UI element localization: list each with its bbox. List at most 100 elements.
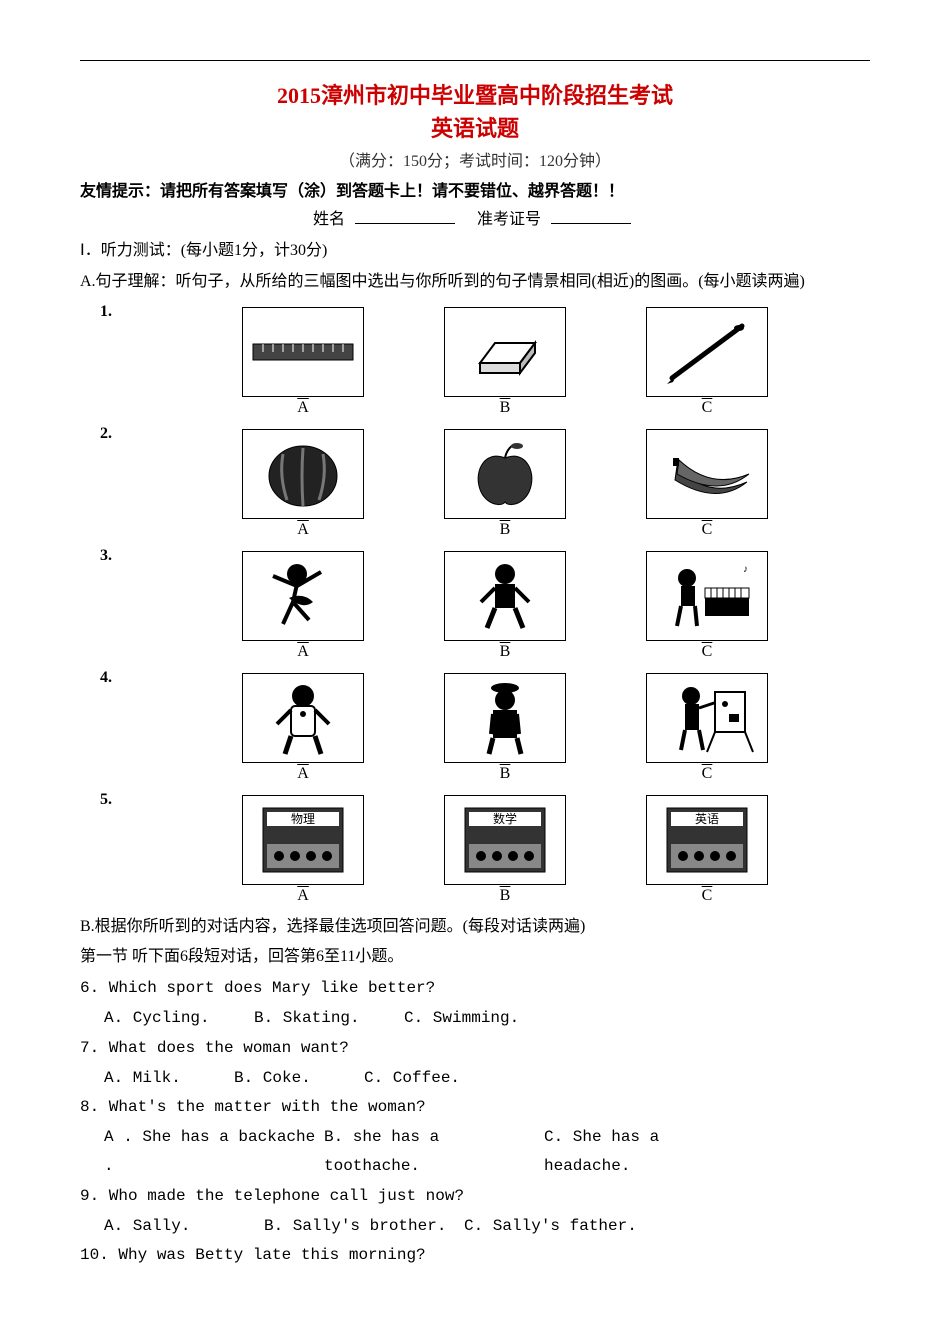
- image-option[interactable]: C: [646, 429, 768, 539]
- text-questions: 6. Which sport does Mary like better?A. …: [80, 974, 870, 1270]
- option[interactable]: A. Cycling.: [104, 1004, 254, 1033]
- image-option[interactable]: B: [444, 429, 566, 539]
- svg-text:英语: 英语: [695, 812, 719, 826]
- girl-sitting-icon: [444, 551, 566, 641]
- svg-text:数学: 数学: [493, 811, 517, 826]
- picture-question-row: 1. A B C: [80, 303, 870, 419]
- ruler-icon: [242, 307, 364, 397]
- option[interactable]: C. She has a headache.: [544, 1123, 744, 1181]
- image-option[interactable]: C: [646, 307, 768, 417]
- picture-question-row: 4. A B C: [80, 669, 870, 785]
- exam-page: 2015漳州市初中毕业暨高中阶段招生考试 英语试题 （满分：150分；考试时间：…: [0, 0, 950, 1344]
- option-label: A: [297, 643, 309, 661]
- exam-id-label: 准考证号: [477, 211, 541, 228]
- picture-question-row: 3.AB♪C: [80, 547, 870, 663]
- image-option[interactable]: ♪C: [646, 551, 768, 661]
- option[interactable]: B. Sally's brother.: [264, 1212, 464, 1241]
- man-painter-icon: [646, 673, 768, 763]
- boy-doctor-icon: [242, 673, 364, 763]
- question-line: 6. Which sport does Mary like better?: [80, 974, 870, 1003]
- picture-question-row: 5. 物理 A 数学 B 英语 C: [80, 791, 870, 907]
- part-a-instruction: A.句子理解：听句子，从所给的三幅图中选出与你所听到的句子情景相同(相近)的图画…: [80, 268, 870, 297]
- option-label: B: [500, 643, 511, 661]
- part-b-sub: 第一节 听下面6段短对话，回答第6至11小题。: [80, 943, 870, 972]
- question-number: 1.: [80, 303, 140, 321]
- image-option[interactable]: A: [242, 673, 364, 783]
- option-label: A: [297, 887, 309, 905]
- watermelon-icon: [242, 429, 364, 519]
- option-label: A: [297, 765, 309, 783]
- option-label: C: [702, 399, 713, 417]
- option[interactable]: C. Sally's father.: [464, 1212, 644, 1241]
- exam-id-blank[interactable]: [551, 209, 631, 224]
- option-label: B: [500, 521, 511, 539]
- question-number: 5.: [80, 791, 140, 809]
- part-b-instruction: B.根据你所听到的对话内容，选择最佳选项回答问题。(每段对话读两遍): [80, 913, 870, 942]
- picture-questions: 1.ABC2.ABC3.AB♪C4.ABC5.物理A数学B英语C: [80, 303, 870, 907]
- option-label: C: [702, 765, 713, 783]
- options-line: A. Sally.B. Sally's brother.C. Sally's f…: [80, 1212, 870, 1241]
- options-line: A . She has a backache .B. she has a too…: [80, 1123, 870, 1181]
- image-option[interactable]: B: [444, 307, 566, 417]
- friendly-hint: 友情提示：请把所有答案填写（涂）到答题卡上！请不要错位、越界答题！！: [80, 177, 870, 201]
- option[interactable]: B. Coke.: [234, 1064, 364, 1093]
- image-options-row: A B C: [140, 307, 870, 417]
- image-options-row: A B C: [140, 673, 870, 783]
- option-label: A: [297, 521, 309, 539]
- image-option[interactable]: A: [242, 551, 364, 661]
- image-option[interactable]: B: [444, 673, 566, 783]
- section-1-heading: Ⅰ．听力测试：(每小题1分，计30分): [80, 237, 870, 266]
- main-title-line1: 2015漳州市初中毕业暨高中阶段招生考试: [80, 79, 870, 112]
- girl-dancing-icon: [242, 551, 364, 641]
- question-number: 2.: [80, 425, 140, 443]
- girl-piano-icon: ♪: [646, 551, 768, 641]
- eraser-icon: [444, 307, 566, 397]
- boy-police-icon: [444, 673, 566, 763]
- question-line: 7. What does the woman want?: [80, 1034, 870, 1063]
- question-number: 4.: [80, 669, 140, 687]
- option-label: C: [702, 643, 713, 661]
- top-rule: [80, 60, 870, 61]
- bananas-icon: [646, 429, 768, 519]
- option-label: B: [500, 399, 511, 417]
- option[interactable]: A. Sally.: [104, 1212, 264, 1241]
- image-option[interactable]: A: [242, 307, 364, 417]
- options-line: A. Milk.B. Coke.C. Coffee.: [80, 1064, 870, 1093]
- image-option[interactable]: C: [646, 673, 768, 783]
- options-line: A. Cycling.B. Skating.C. Swimming.: [80, 1004, 870, 1033]
- image-option[interactable]: 物理 A: [242, 795, 364, 905]
- name-blank[interactable]: [355, 209, 455, 224]
- image-option[interactable]: 英语 C: [646, 795, 768, 905]
- image-options-row: AB♪C: [140, 551, 870, 661]
- option[interactable]: A . She has a backache .: [104, 1123, 324, 1181]
- exam-meta: （满分：150分；考试时间：120分钟）: [80, 147, 870, 171]
- image-option[interactable]: B: [444, 551, 566, 661]
- option[interactable]: C. Coffee.: [364, 1064, 494, 1093]
- book-english-icon: 英语: [646, 795, 768, 885]
- image-options-row: A B C: [140, 429, 870, 539]
- option[interactable]: A. Milk.: [104, 1064, 234, 1093]
- question-line: 9. Who made the telephone call just now?: [80, 1182, 870, 1211]
- candidate-info: 姓名 准考证号: [80, 205, 870, 229]
- question-line: 8. What's the matter with the woman?: [80, 1093, 870, 1122]
- apple-icon: [444, 429, 566, 519]
- option-label: C: [702, 887, 713, 905]
- main-title-line2: 英语试题: [80, 112, 870, 145]
- pen-icon: [646, 307, 768, 397]
- option-label: B: [500, 765, 511, 783]
- book-math-icon: 数学: [444, 795, 566, 885]
- option[interactable]: B. she has a toothache.: [324, 1123, 544, 1181]
- image-options-row: 物理 A 数学 B 英语 C: [140, 795, 870, 905]
- image-option[interactable]: A: [242, 429, 364, 539]
- book-physics-icon: 物理: [242, 795, 364, 885]
- option[interactable]: C. Swimming.: [404, 1004, 554, 1033]
- svg-text:♪: ♪: [743, 564, 748, 575]
- option-label: B: [500, 887, 511, 905]
- picture-question-row: 2. A B C: [80, 425, 870, 541]
- svg-text:物理: 物理: [291, 812, 315, 826]
- name-label: 姓名: [313, 211, 345, 228]
- option[interactable]: B. Skating.: [254, 1004, 404, 1033]
- image-option[interactable]: 数学 B: [444, 795, 566, 905]
- question-line: 10. Why was Betty late this morning?: [80, 1241, 870, 1270]
- question-number: 3.: [80, 547, 140, 565]
